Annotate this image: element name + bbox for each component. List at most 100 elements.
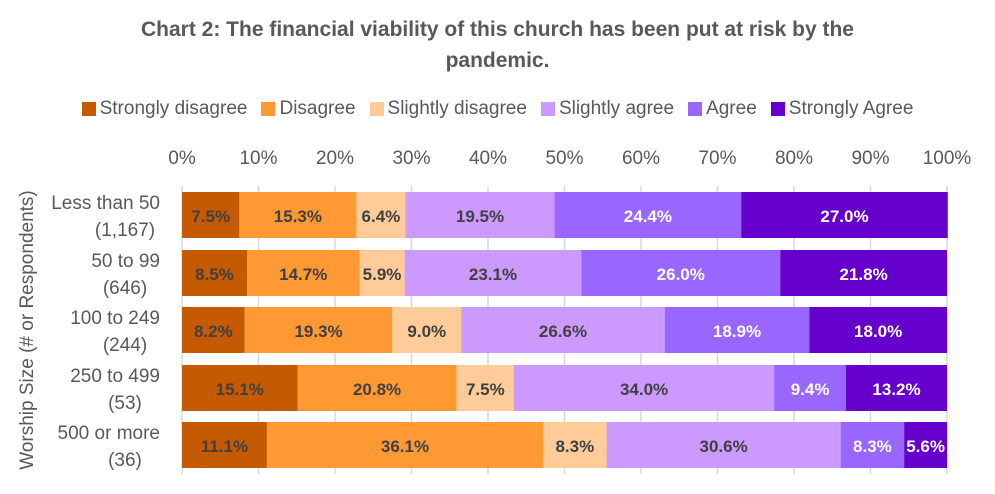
bar-segment bbox=[404, 250, 582, 296]
legend-swatch bbox=[770, 102, 785, 116]
data-label: 11.1% bbox=[201, 437, 248, 456]
legend-item: Strongly disagree bbox=[81, 98, 248, 120]
data-label: 15.1% bbox=[216, 380, 264, 399]
y-category-label: 50 to 99 bbox=[91, 251, 160, 272]
bar-segment bbox=[514, 365, 775, 411]
bar-segment bbox=[606, 422, 841, 468]
y-axis-title: Worship Size (# or Respondents) bbox=[17, 190, 38, 470]
legend-label: Slightly agree bbox=[558, 98, 675, 119]
bar-segment bbox=[664, 307, 810, 353]
chart-legend: Strongly disagree Disagree Slightly disagr… bbox=[0, 98, 995, 120]
data-label: 9.4% bbox=[791, 380, 830, 399]
bar-segment bbox=[543, 422, 607, 468]
y-category-count: (1,167) bbox=[95, 220, 155, 241]
bar-segment bbox=[405, 192, 555, 238]
legend-swatch bbox=[540, 102, 555, 116]
x-tick-label: 90% bbox=[851, 148, 889, 169]
bar-segment bbox=[182, 250, 248, 296]
x-tick-label: 60% bbox=[622, 148, 660, 169]
legend-item: Slightly agree bbox=[540, 98, 675, 120]
bar-segment bbox=[356, 192, 406, 238]
bar-segment bbox=[182, 365, 298, 411]
bar-segment bbox=[809, 307, 947, 353]
legend-label: Agree bbox=[706, 98, 757, 119]
legend-swatch bbox=[261, 102, 276, 116]
bar-segment bbox=[840, 422, 905, 468]
data-label: 19.3% bbox=[294, 322, 342, 341]
bar-segment bbox=[297, 365, 457, 411]
data-label: 5.9% bbox=[363, 265, 402, 284]
data-label: 8.2% bbox=[194, 322, 233, 341]
data-label: 27.0% bbox=[820, 207, 868, 226]
bar-segment bbox=[359, 250, 405, 296]
bar-segment bbox=[461, 307, 665, 353]
data-label: 30.6% bbox=[700, 437, 748, 456]
bar-segment bbox=[774, 365, 847, 411]
data-label: 7.5% bbox=[466, 380, 505, 399]
x-tick-label: 80% bbox=[775, 148, 813, 169]
bar-segment bbox=[581, 250, 781, 296]
bar-segment bbox=[456, 365, 515, 411]
bar-segment bbox=[182, 192, 240, 238]
data-label: 18.9% bbox=[713, 322, 761, 341]
y-category-label: Less than 50 bbox=[51, 193, 160, 214]
x-tick-label: 30% bbox=[392, 148, 430, 169]
bar-segment bbox=[846, 365, 947, 411]
bar-segment bbox=[182, 422, 267, 468]
data-label: 36.1% bbox=[381, 437, 429, 456]
bar-segment bbox=[266, 422, 544, 468]
y-category-label: 100 to 249 bbox=[70, 308, 160, 329]
data-label: 26.0% bbox=[657, 265, 705, 284]
data-label: 34.0% bbox=[620, 380, 668, 399]
y-category-count: (646) bbox=[103, 278, 147, 299]
x-tick-label: 0% bbox=[168, 148, 196, 169]
legend-label: Strongly disagree bbox=[99, 98, 248, 119]
chart-title-line-2: pandemic. bbox=[445, 49, 550, 72]
bar-segment bbox=[554, 192, 742, 238]
data-label: 8.3% bbox=[555, 437, 594, 456]
legend-swatch bbox=[369, 102, 384, 116]
data-label: 19.5% bbox=[456, 207, 504, 226]
bar-segment bbox=[741, 192, 948, 238]
data-label: 15.3% bbox=[274, 207, 322, 226]
legend-swatch bbox=[81, 102, 96, 116]
bar-segment bbox=[780, 250, 947, 296]
legend-label: Strongly Agree bbox=[788, 98, 914, 119]
x-tick-label: 20% bbox=[316, 148, 354, 169]
legend-label: Disagree bbox=[279, 98, 356, 119]
bar-segment bbox=[247, 250, 360, 296]
bar-segment bbox=[392, 307, 462, 353]
data-label: 18.0% bbox=[854, 322, 902, 341]
bar-segment bbox=[182, 307, 245, 353]
legend-swatch bbox=[688, 102, 703, 116]
chart-title: Chart 2: The financial viability of this… bbox=[0, 14, 995, 76]
data-label: 21.8% bbox=[840, 265, 888, 284]
y-category-count: (53) bbox=[108, 393, 142, 414]
x-tick-label: 50% bbox=[545, 148, 583, 169]
data-label: 26.6% bbox=[539, 322, 587, 341]
data-label: 20.8% bbox=[353, 380, 401, 399]
bar-segment bbox=[239, 192, 357, 238]
data-label: 8.5% bbox=[195, 265, 234, 284]
data-label: 23.1% bbox=[469, 265, 517, 284]
data-label: 5.6% bbox=[906, 437, 945, 456]
y-category-label: 250 to 499 bbox=[70, 366, 160, 387]
data-label: 6.4% bbox=[362, 207, 401, 226]
bar-segment bbox=[904, 422, 947, 468]
chart-title-line-1: Chart 2: The financial viability of this… bbox=[141, 18, 854, 41]
y-category-count: (244) bbox=[103, 335, 147, 356]
x-tick-label: 100% bbox=[923, 148, 972, 169]
bar-segment bbox=[244, 307, 393, 353]
data-label: 8.3% bbox=[853, 437, 892, 456]
legend-item: Agree bbox=[688, 98, 757, 120]
x-tick-label: 10% bbox=[239, 148, 277, 169]
legend-item: Disagree bbox=[261, 98, 356, 120]
x-tick-label: 40% bbox=[469, 148, 507, 169]
data-label: 14.7% bbox=[279, 265, 327, 284]
data-label: 13.2% bbox=[872, 380, 920, 399]
data-label: 9.0% bbox=[407, 322, 446, 341]
y-category-label: 500 or more bbox=[58, 423, 160, 444]
legend-item: Slightly disagree bbox=[369, 98, 527, 120]
data-label: 7.5% bbox=[191, 207, 230, 226]
